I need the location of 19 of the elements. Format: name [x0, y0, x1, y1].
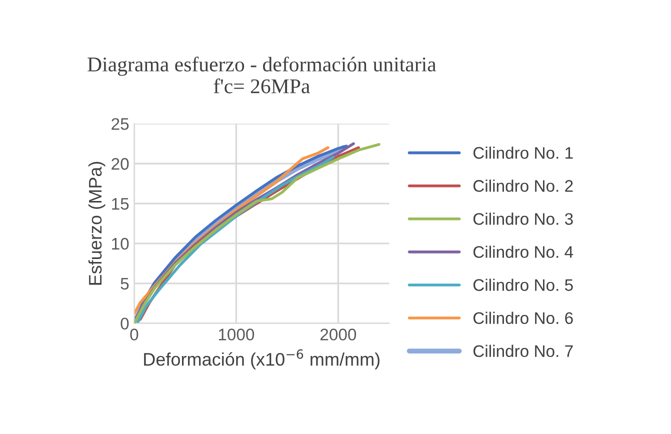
legend-label: Cilindro No. 6 — [473, 312, 573, 324]
y-tick-label: 20 — [112, 158, 129, 170]
legend-label: Cilindro No. 3 — [473, 212, 573, 225]
legend-label: Cilindro No. 1 — [473, 146, 573, 159]
y-tick-label: 10 — [112, 238, 129, 250]
y-tick-label: 15 — [112, 198, 129, 210]
chart-title: Diagrama esfuerzo - deformación unitaria f'c= 26MPa — [88, 56, 436, 94]
y-tick-label: 0 — [120, 318, 129, 330]
x-tick-label: 0 — [130, 328, 138, 340]
x-axis-title: Deformación (x10$^{−6}$ mm/mm) — [144, 349, 380, 370]
y-tick-label: 25 — [112, 118, 129, 130]
x-tick-label: 2000 — [320, 328, 356, 340]
legend-label: Cilindro No. 4 — [473, 246, 574, 258]
legend-label: Cilindro No. 5 — [473, 278, 573, 291]
y-axis-title: Esfuerzo (MPa) — [88, 162, 106, 285]
legend-label: Cilindro No. 2 — [473, 180, 573, 192]
x-tick-label: 1000 — [218, 328, 254, 340]
legend-label: Cilindro No. 7 — [473, 344, 573, 358]
y-tick-label: 5 — [120, 278, 129, 290]
